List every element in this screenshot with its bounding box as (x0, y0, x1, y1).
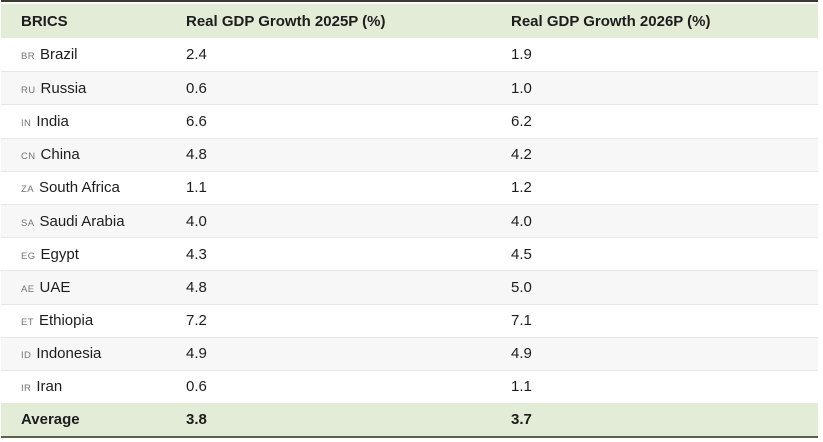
gdp-2026p-value: 1.0 (511, 80, 532, 96)
table-footer-row: Average 3.8 3.7 (1, 403, 818, 437)
country-cell: ET Ethiopia (21, 313, 186, 328)
average-label: Average (21, 412, 80, 428)
gdp-2025p-value: 0.6 (186, 379, 207, 395)
country-code: IN (21, 117, 32, 129)
gdp-2026p-value: 4.5 (511, 246, 532, 262)
table-row: EG Egypt 4.3 4.5 (1, 237, 818, 271)
gdp-2026p-value: 4.2 (511, 147, 532, 163)
gdp-2025p-value: 2.4 (186, 47, 207, 63)
gdp-2025p-value: 4.8 (186, 147, 207, 163)
table-row: AE UAE 4.8 5.0 (1, 270, 818, 304)
country-code: BR (21, 51, 35, 63)
gdp-2025p-value: 4.0 (186, 213, 207, 229)
table-row: SA Saudi Arabia 4.0 4.0 (1, 203, 818, 238)
table-row: IR Iran 0.6 1.1 (1, 369, 818, 404)
average-gdp-2026p-value: 3.7 (511, 412, 532, 428)
country-cell: EG Egypt (21, 247, 186, 262)
table-row: BR Brazil 2.4 1.9 (1, 38, 818, 72)
country-cell: SA Saudi Arabia (21, 214, 186, 229)
country-cell: IR Iran (21, 379, 186, 394)
country-code: AE (21, 283, 35, 295)
average-gdp-2025p-value: 3.8 (186, 412, 207, 428)
gdp-2025p-value: 4.9 (186, 346, 207, 362)
table-row: IN India 6.6 6.2 (1, 104, 818, 138)
table-header-row: BRICS Real GDP Growth 2025P (%) Real GDP… (1, 4, 818, 38)
gdp-2026p-value: 1.2 (511, 180, 532, 196)
table-row: ET Ethiopia 7.2 7.1 (1, 303, 818, 337)
table-row: ID Indonesia 4.9 4.9 (1, 336, 818, 370)
column-header-gdp-2025p: Real GDP Growth 2025P (%) (186, 13, 386, 29)
country-code: IR (21, 383, 32, 395)
gdp-2026p-value: 7.1 (511, 313, 532, 329)
country-name: China (40, 147, 80, 163)
country-name: Egypt (40, 246, 79, 262)
country-cell: ZA South Africa (21, 180, 186, 195)
country-name: Iran (36, 379, 63, 395)
gdp-2026p-value: 1.9 (511, 47, 532, 63)
country-cell: CN China (21, 147, 186, 162)
gdp-2026p-value: 5.0 (511, 279, 532, 295)
column-header-gdp-2026p: Real GDP Growth 2026P (%) (511, 13, 711, 29)
gdp-2026p-value: 4.0 (511, 213, 532, 229)
country-name: UAE (39, 279, 71, 295)
gdp-2025p-value: 6.6 (186, 113, 207, 129)
country-cell: AE UAE (21, 280, 186, 295)
gdp-2026p-value: 1.1 (511, 379, 532, 395)
country-code: ID (21, 350, 32, 362)
country-code: ET (21, 317, 34, 329)
country-name: Brazil (40, 47, 78, 63)
country-cell: RU Russia (21, 81, 186, 96)
country-code: CN (21, 151, 36, 163)
gdp-2025p-value: 7.2 (186, 313, 207, 329)
country-code: ZA (21, 184, 34, 196)
country-name: Saudi Arabia (39, 213, 125, 229)
country-name: India (36, 113, 69, 129)
country-name: Russia (40, 80, 87, 96)
gdp-2026p-value: 6.2 (511, 113, 532, 129)
country-name: South Africa (38, 180, 120, 196)
country-name: Ethiopia (38, 313, 94, 329)
gdp-2026p-value: 4.9 (511, 346, 532, 362)
country-code: RU (21, 84, 36, 96)
country-cell: ID Indonesia (21, 346, 186, 361)
country-name: Indonesia (36, 346, 102, 362)
country-code: SA (21, 217, 35, 229)
table-row: ZA South Africa 1.1 1.2 (1, 170, 818, 204)
gdp-2025p-value: 4.8 (186, 279, 207, 295)
table-row: CN China 4.8 4.2 (1, 137, 818, 171)
country-cell: BR Brazil (21, 47, 186, 62)
column-header-brics: BRICS (21, 13, 68, 29)
gdp-2025p-value: 4.3 (186, 246, 207, 262)
gdp-2025p-value: 1.1 (186, 180, 207, 196)
country-code: EG (21, 250, 36, 262)
country-cell: IN India (21, 114, 186, 129)
table-row: RU Russia 0.6 1.0 (1, 71, 818, 105)
gdp-2025p-value: 0.6 (186, 80, 207, 96)
